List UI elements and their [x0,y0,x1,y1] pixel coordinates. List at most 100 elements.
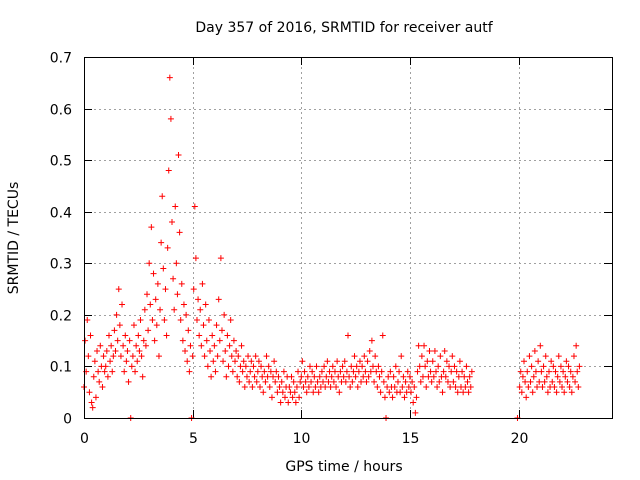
data-point [324,358,331,365]
data-point [132,368,139,375]
data-point [141,306,148,313]
data-point [415,342,422,349]
data-point [426,347,433,354]
data-point [434,384,441,391]
data-point [408,389,415,396]
data-point [248,358,255,365]
data-point [278,378,285,385]
data-point [541,378,548,385]
data-point [387,368,394,375]
data-point [444,378,451,385]
data-point [306,363,313,370]
data-point [99,384,106,391]
data-point [392,363,399,370]
y-tick-label: 0.5 [50,154,72,170]
data-point [155,353,162,360]
data-point [273,368,280,375]
data-point [397,389,404,396]
data-point [350,368,357,375]
data-point [293,384,300,391]
data-point [518,389,525,396]
data-point [182,347,189,354]
data-point [313,363,320,370]
axis-ticks [84,57,612,419]
data-point [261,368,268,375]
data-point [92,394,99,401]
data-point [539,384,546,391]
data-point [416,363,423,370]
data-point [405,384,412,391]
data-point [114,337,121,344]
data-point [280,368,287,375]
data-point [349,378,356,385]
data-point [149,317,156,324]
data-point [406,373,413,380]
data-point [360,373,367,380]
data-point [569,373,576,380]
data-point [192,255,199,262]
data-point [379,332,386,339]
data-point [308,378,315,385]
data-point [354,384,361,391]
data-point [400,373,407,380]
data-point [167,115,174,122]
data-point [305,384,312,391]
data-point [242,363,249,370]
data-point [138,353,145,360]
data-point [530,373,537,380]
data-point [241,384,248,391]
data-point [399,384,406,391]
data-point [193,317,200,324]
data-point [180,301,187,308]
data-point [459,368,466,375]
data-point [394,378,401,385]
data-point [171,306,178,313]
data-point [148,224,155,231]
data-point [233,347,240,354]
data-point [331,368,338,375]
grid [84,57,612,418]
data-point [142,342,149,349]
data-point [574,368,581,375]
data-point [130,322,137,329]
data-point [145,327,152,334]
data-point [199,280,206,287]
data-point [234,373,241,380]
data-point [442,373,449,380]
data-point [561,389,568,396]
data-point [556,378,563,385]
data-point [160,265,167,272]
x-tick-label: 0 [80,431,89,447]
data-point [173,260,180,267]
data-point [572,378,579,385]
data-point [525,384,532,391]
data-point [201,353,208,360]
data-point [144,291,151,298]
data-point [108,342,115,349]
data-point [128,363,135,370]
data-point [260,389,267,396]
data-point [216,337,223,344]
data-point [390,373,397,380]
data-point [162,286,169,293]
data-point [570,353,577,360]
data-point [421,342,428,349]
data-point [90,373,97,380]
data-point [265,363,272,370]
data-point [422,363,429,370]
data-point [576,363,583,370]
data-point [220,358,227,365]
data-point [158,239,165,246]
data-point [540,363,547,370]
data-point [122,332,129,339]
data-point [439,389,446,396]
data-point [345,332,351,339]
data-point [343,368,350,375]
data-point [377,389,384,396]
data-point [221,311,228,318]
data-point [427,368,434,375]
data-point [528,363,535,370]
data-point [566,384,573,391]
data-point [311,373,318,380]
data-point [271,358,278,365]
